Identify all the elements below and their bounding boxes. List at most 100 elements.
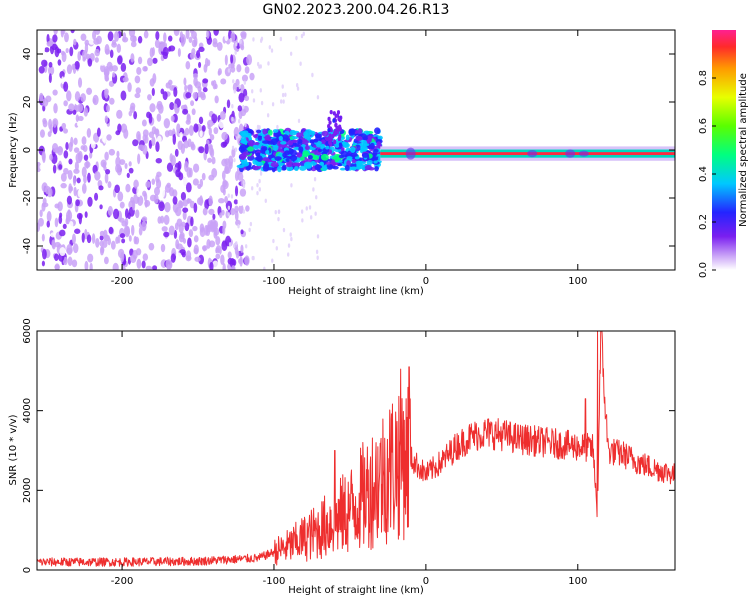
spectrogram-cell [234,185,239,197]
spectrogram-cell [156,135,162,144]
spectrogram-cell [99,59,106,66]
spectrogram-cell [110,169,117,181]
spectrogram-cell [136,186,142,198]
spectrogram-cell [280,141,287,145]
spectrogram-cell [91,233,96,244]
spectrogram-cell [95,238,100,248]
spectrogram-cell [251,89,254,94]
spectrogram-cell [238,92,245,103]
spectrogram-cell [173,103,178,111]
spectrogram-cell [134,92,141,99]
spectrogram-cell [73,186,77,197]
spectrogram-cell [291,136,299,140]
spectrogram-cell [211,113,218,124]
spectrogram-cell [277,209,281,214]
spectrogram-cell [298,146,304,153]
spectrogram-cell [176,123,181,134]
spectrogram-cell [321,130,329,137]
spectrogram-cell [350,146,356,153]
spectrogram-cell [185,61,191,70]
spectrogram-cell [193,123,199,133]
spectrogram-cell [219,212,223,219]
colorbar-gradient [712,30,736,270]
y-tick-label: 0 [22,147,33,153]
spectrogram-cell [145,181,151,188]
spectrogram-cell [220,78,227,85]
spectrogram-cell [212,41,219,48]
spectrogram-cell [238,109,243,120]
x-tick-label: 100 [568,276,587,287]
spectrogram-cell [226,99,231,109]
spectrogram-cell [104,76,110,82]
spectrogram-cell [270,48,274,53]
spectrogram-cell [72,109,77,115]
spectrogram-cell [335,125,339,131]
spectrogram-cell [315,195,318,200]
spectrogram-cell [122,76,129,83]
spectrogram-cell [192,73,199,79]
spectrogram-cell [198,146,205,154]
spectrogram-cell [218,118,225,129]
spectrogram-cell [202,245,207,252]
spectrogram-cell [230,194,234,199]
x-tick-label: -200 [111,576,134,587]
spectrogram-cell [112,262,119,270]
spectrogram-cell [208,208,215,215]
spectrogram-cell [227,251,232,259]
spectrogram-cell [256,129,262,134]
spectrogram-cell [289,149,297,156]
spectrogram-cell [338,134,342,139]
spectrogram-cell [228,242,232,247]
spectrogram-cell [41,233,45,242]
spectrogram-cell [84,211,88,218]
colorbar-ticks: 0.0 0.2 0.4 0.6 0.8 [698,70,716,278]
spectrogram-cell [104,115,109,124]
spectrogram-cell [127,212,131,220]
spectrogram-cell [292,162,301,167]
spectrogram-cell [74,161,79,171]
spectrogram-cell [184,222,190,232]
spectrogram-cell [108,65,114,72]
spectrogram-cell [71,259,78,268]
spectrogram-cell [130,53,135,63]
spectrogram-cell [224,67,232,77]
spectrogram-cell [186,113,191,120]
spectrogram-cell [263,266,266,270]
spectrogram-cell [232,82,238,92]
spectrogram-cell [151,136,156,146]
spectrogram-cell [119,233,126,239]
spectrogram-cell [142,190,147,197]
spectrogram-cell [78,213,82,225]
spectrogram-cell [69,46,74,57]
spectrogram-cell [104,90,109,99]
spectrogram-cell [178,200,184,209]
spectrogram-cell [320,139,326,145]
spectrogram-cell [47,131,52,138]
spectrogram-cell [282,152,287,158]
spectrogram-cell [267,61,270,66]
spectrogram-cell [265,150,270,155]
spectrogram-cell [261,157,270,162]
spectrogram-cell [149,47,154,58]
spectrogram-cell [186,198,192,204]
spectrogram-cell [270,161,279,168]
spectrogram-cell [240,244,244,254]
spectrogram-cell [194,256,201,262]
spectrogram-cell [325,161,332,165]
spectrogram-cell [58,164,63,170]
spectrogram-cell [77,103,84,113]
spectrogram-cell [46,211,52,222]
spectrogram-cell [67,256,73,267]
spectrogram-cell [315,249,319,255]
spectrogram-cell [180,191,187,201]
spectrogram-cell [237,134,240,139]
spectrogram-cell [94,48,100,57]
spectrogram-cell [116,150,120,158]
spectrogram-cell [239,188,247,197]
spectrogram-cell [163,231,170,238]
spectrogram-cell [185,250,192,261]
spectrogram-cell [244,244,248,249]
spectrogram-cell [297,118,301,124]
spectrogram-cell [144,199,148,208]
